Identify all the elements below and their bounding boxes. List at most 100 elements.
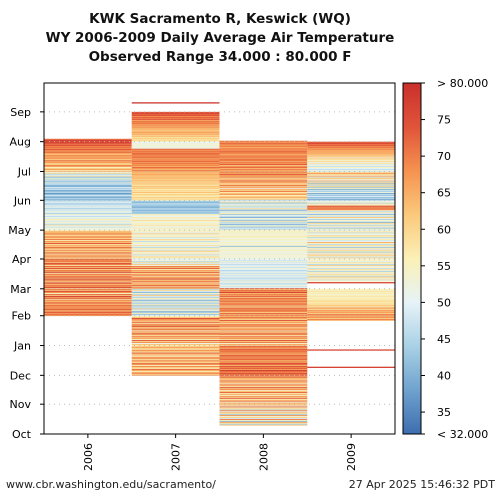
cell-2007-day-194 [131,246,220,248]
cell-2009-day-150 [307,288,395,291]
cell-2008-day-302 [219,142,308,144]
cell-2009-day-294 [307,150,395,152]
cell-2008-day-258 [219,184,308,187]
cell-2008-day-296 [219,148,308,150]
cell-2006-day-195 [44,245,132,247]
cell-2007-day-216 [131,225,220,227]
cell-2008-day-175 [219,264,308,267]
cell-2008-day-122 [219,315,308,318]
colorbar-tick-label-50: 50 [437,296,451,309]
cell-2006-day-129 [44,308,132,311]
cell-2008-day-65 [219,370,308,372]
cell-2009-day-234 [307,208,395,210]
cell-2007-day-279 [131,164,220,167]
cell-2008-day-167 [219,272,308,274]
cell-2007-day-75 [131,360,220,363]
cell-2009-day-236 [307,206,395,208]
cell-2009-day-260 [307,183,395,185]
cell-2009-day-264 [307,179,395,181]
cell-2007-day-81 [131,355,220,357]
cell-2007-day-269 [131,174,220,176]
cell-2009-day-164 [307,275,395,277]
cell-2007-day-118 [131,319,220,321]
source-url[interactable]: www.cbr.washington.edu/sacramento/ [6,478,216,491]
cell-2008-day-74 [219,361,308,364]
cell-2007-day-126 [131,311,220,314]
cell-2007-day-219 [131,222,220,224]
cell-2009-day-169 [307,270,395,272]
cell-2007-day-207 [131,233,220,236]
cell-2007-day-78 [131,358,220,360]
cell-2008-day-298 [219,146,308,148]
cell-2006-day-299 [44,145,132,147]
cell-2008-day-109 [219,328,308,330]
cell-2008-day-92 [219,344,308,346]
cell-2008-day-149 [219,289,308,292]
plot-axes: Oct Nov Dec Jan Feb Mar Apr May Jun Jul Aug Sep 2006… [8,82,396,471]
cell-2007-day-186 [131,254,220,256]
cell-2008-day-95 [219,341,308,343]
cell-2006-day-221 [44,220,132,222]
cell-2009-day-292 [307,152,395,154]
cell-2008-day-84 [219,352,308,354]
cell-2008-day-288 [219,156,308,158]
cell-2006-day-247 [44,195,132,197]
cell-2008-day-250 [219,192,308,194]
cell-2009-day-276 [307,167,395,169]
cell-2006-day-264 [44,179,132,181]
cell-2006-day-167 [44,272,132,274]
cell-2007-day-191 [131,249,220,251]
cell-2007-day-123 [131,314,220,317]
cell-2008-day-33 [219,401,308,403]
cell-2007-day-320 [131,125,220,127]
cell-2008-day-214 [219,227,308,229]
cell-2006-day-159 [44,280,132,282]
cell-2008-day-284 [219,159,308,162]
cell-2007-day-192 [131,248,220,250]
cell-2008-day-263 [219,180,308,182]
cell-2007-day-271 [131,172,220,174]
cell-2006-day-241 [44,201,132,203]
cell-2006-day-296 [44,148,132,150]
cell-2007-day-144 [131,294,220,296]
cell-2007-day-251 [131,191,220,193]
cell-2007-day-235 [131,207,220,209]
cell-2006-day-141 [44,297,132,299]
cell-2009-day-211 [307,230,395,232]
cell-2008-day-18 [219,415,308,418]
cell-2008-day-25 [219,409,308,411]
cell-2007-day-124 [131,313,220,316]
cell-2007-day-170 [131,269,220,271]
cell-2009-day-219 [307,222,395,224]
cell-2008-day-225 [219,216,308,218]
ytick-label-mar: Mar [10,283,31,296]
cell-2009-day-240 [307,202,395,204]
cell-2009-day-252 [307,190,395,193]
cell-2007-day-218 [131,223,220,225]
cell-2009-day-197 [307,243,395,245]
cell-2008-day-243 [219,199,308,201]
colorbar-tick-label-70: 70 [437,150,451,163]
cell-2008-day-179 [219,260,308,263]
cell-2007-day-333 [131,112,220,115]
cell-2007-day-344 [131,102,220,104]
cell-2006-day-127 [44,310,132,313]
cell-2008-day-294 [219,150,308,152]
cell-2007-day-134 [131,304,220,306]
cell-2006-day-132 [44,306,132,308]
cell-2007-day-242 [131,200,220,202]
cell-2006-day-187 [44,253,132,255]
cell-2009-day-149 [307,289,395,292]
cell-2008-day-135 [219,303,308,305]
cell-2008-day-256 [219,186,308,189]
cell-2009-day-212 [307,229,395,231]
cell-2009-day-278 [307,165,395,168]
cell-2009-day-189 [307,251,395,253]
heatmap-cells [44,102,395,426]
cell-2007-day-276 [131,167,220,169]
cell-2009-day-231 [307,210,395,213]
cell-2007-day-167 [131,272,220,274]
cell-2008-day-56 [219,379,308,381]
cell-2007-day-98 [131,338,220,341]
